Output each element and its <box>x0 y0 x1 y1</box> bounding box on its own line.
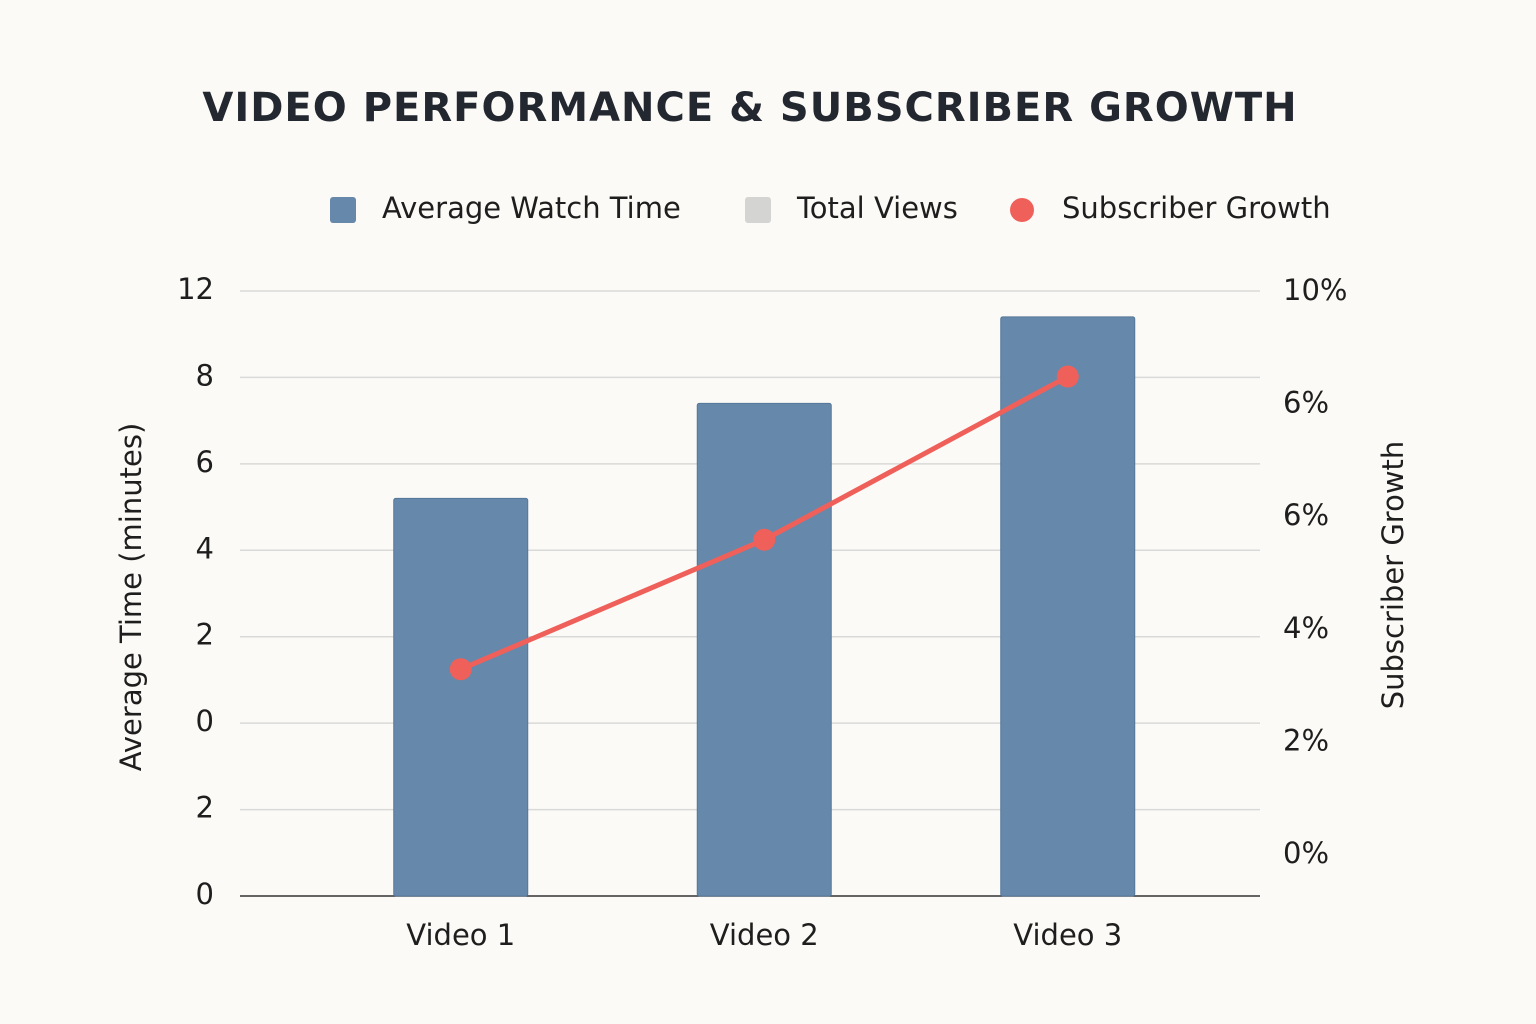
chart-title: VIDEO PERFORMANCE & SUBSCRIBER GROWTH <box>202 85 1297 131</box>
x-tick-label: Video 1 <box>406 918 515 952</box>
y-tick-label: 12 <box>177 272 214 306</box>
y-tick-label: 2 <box>196 618 214 652</box>
y2-tick-label: 6% <box>1283 386 1329 420</box>
legend-label: Subscriber Growth <box>1062 191 1331 225</box>
y-tick-label: 2 <box>196 791 214 825</box>
legend-swatch <box>1010 198 1034 222</box>
bar <box>1000 316 1136 897</box>
y-tick-label: 0 <box>196 704 214 738</box>
y-tick-label: 6 <box>196 445 214 479</box>
y-tick-label: 4 <box>196 531 214 565</box>
bar <box>393 497 529 897</box>
legend-label: Total Views <box>796 191 958 225</box>
y2-tick-label: 4% <box>1283 611 1329 645</box>
y-tick-label: 0 <box>196 877 214 911</box>
y2-tick-label: 0% <box>1283 836 1329 870</box>
line-point <box>449 658 472 681</box>
y2-tick-label: 6% <box>1283 498 1329 532</box>
x-tick-label: Video 2 <box>710 918 819 952</box>
y2-tick-label: 10% <box>1283 273 1347 307</box>
bar <box>696 402 832 897</box>
legend-swatch <box>745 197 771 223</box>
y-tick-label: 8 <box>196 358 214 392</box>
x-tick-label: Video 3 <box>1013 918 1122 952</box>
legend-label: Average Watch Time <box>382 191 681 225</box>
legend-swatch <box>330 197 356 223</box>
line-point <box>1056 365 1079 388</box>
y-axis-label: Average Time (minutes) <box>114 423 148 772</box>
y2-axis-label: Subscriber Growth <box>1376 441 1410 710</box>
line-point <box>753 528 776 551</box>
y2-tick-label: 2% <box>1283 723 1329 757</box>
